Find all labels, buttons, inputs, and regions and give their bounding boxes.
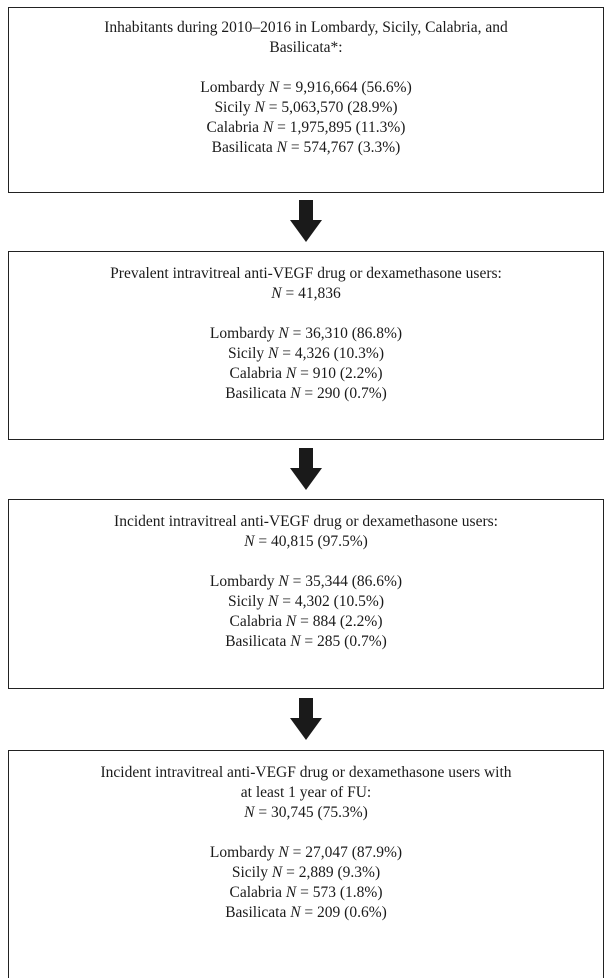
- region-value: = 4,302 (10.5%): [282, 593, 384, 610]
- region-value: = 290 (0.7%): [304, 385, 387, 402]
- region-row-basilicata: Basilicata N = 290 (0.7%): [9, 384, 603, 404]
- box-inhabitants: Inhabitants during 2010–2016 in Lombardy…: [8, 7, 604, 193]
- region-value: = 574,767 (3.3%): [290, 139, 401, 156]
- region-row-calabria: Calabria N = 573 (1.8%): [9, 883, 603, 903]
- region-value: = 573 (1.8%): [300, 884, 383, 901]
- n-symbol: N: [268, 345, 279, 362]
- n-symbol: N: [278, 573, 289, 590]
- region-value: = 884 (2.2%): [300, 613, 383, 630]
- n-symbol: N: [278, 844, 289, 861]
- box-incident-users: Incident intravitreal anti-VEGF drug or …: [8, 499, 604, 689]
- region-name: Sicily: [228, 593, 265, 610]
- region-value: = 35,344 (86.6%): [292, 573, 403, 590]
- region-name: Calabria: [229, 365, 283, 382]
- box-prevalent-users: Prevalent intravitreal anti-VEGF drug or…: [8, 251, 604, 440]
- down-arrow-icon: [290, 200, 322, 242]
- box-title-line: Basilicata*:: [269, 39, 343, 56]
- n-symbol: N: [285, 365, 297, 382]
- box-total: N = 30,745 (75.3%): [9, 803, 603, 823]
- box-title-line: at least 1 year of FU:: [240, 784, 372, 801]
- region-value: = 2,889 (9.3%): [286, 864, 381, 881]
- region-name: Basilicata: [225, 385, 287, 402]
- box-title-line: Incident intravitreal anti-VEGF drug or …: [114, 513, 498, 530]
- total-value: = 41,836: [285, 285, 341, 302]
- box-title-line: Prevalent intravitreal anti-VEGF drug or…: [110, 265, 502, 282]
- region-row-calabria: Calabria N = 1,975,895 (11.3%): [9, 118, 603, 138]
- region-row-basilicata: Basilicata N = 574,767 (3.3%): [9, 138, 603, 158]
- n-symbol: N: [278, 325, 289, 342]
- down-arrow-icon: [290, 448, 322, 490]
- box-title-line: Incident intravitreal anti-VEGF drug or …: [100, 764, 512, 781]
- n-symbol: N: [268, 79, 280, 96]
- region-name: Calabria: [229, 613, 283, 630]
- n-symbol: N: [290, 633, 301, 650]
- region-name: Lombardy: [200, 79, 265, 96]
- region-name: Basilicata: [211, 139, 273, 156]
- n-symbol: N: [254, 99, 265, 116]
- region-row-basilicata: Basilicata N = 285 (0.7%): [9, 632, 603, 652]
- region-row-calabria: Calabria N = 910 (2.2%): [9, 364, 603, 384]
- region-row-lombardy: Lombardy N = 9,916,664 (56.6%): [9, 78, 603, 98]
- region-row-calabria: Calabria N = 884 (2.2%): [9, 612, 603, 632]
- region-name: Lombardy: [209, 844, 275, 861]
- n-symbol: N: [268, 593, 279, 610]
- region-name: Basilicata: [225, 633, 287, 650]
- region-row-sicily: Sicily N = 4,326 (10.3%): [9, 344, 603, 364]
- region-row-sicily: Sicily N = 2,889 (9.3%): [9, 863, 603, 883]
- region-row-sicily: Sicily N = 5,063,570 (28.9%): [9, 98, 603, 118]
- region-row-lombardy: Lombardy N = 36,310 (86.8%): [9, 324, 603, 344]
- box-total: N = 40,815 (97.5%): [9, 532, 603, 552]
- region-row-basilicata: Basilicata N = 209 (0.6%): [9, 903, 603, 923]
- n-symbol: N: [290, 904, 301, 921]
- region-name: Lombardy: [209, 573, 275, 590]
- region-name: Basilicata: [225, 904, 287, 921]
- n-symbol: N: [290, 385, 301, 402]
- down-arrow-icon: [290, 698, 322, 740]
- total-value: = 40,815 (97.5%): [258, 533, 368, 550]
- n-symbol: N: [276, 139, 287, 156]
- box-incident-users-1yr-fu: Incident intravitreal anti-VEGF drug or …: [8, 750, 604, 978]
- region-value: = 36,310 (86.8%): [292, 325, 403, 342]
- region-row-sicily: Sicily N = 4,302 (10.5%): [9, 592, 603, 612]
- region-value: = 910 (2.2%): [300, 365, 383, 382]
- n-symbol: N: [285, 613, 297, 630]
- region-value: = 285 (0.7%): [304, 633, 387, 650]
- region-name: Calabria: [206, 119, 260, 136]
- region-name: Sicily: [231, 864, 269, 881]
- n-symbol: N: [244, 533, 255, 550]
- region-name: Lombardy: [209, 325, 275, 342]
- region-value: = 5,063,570 (28.9%): [268, 99, 398, 116]
- region-value: = 27,047 (87.9%): [292, 844, 403, 861]
- n-symbol: N: [244, 804, 255, 821]
- n-symbol: N: [285, 884, 297, 901]
- region-name: Sicily: [228, 345, 265, 362]
- n-symbol: N: [262, 119, 274, 136]
- box-title-line: Inhabitants during 2010–2016 in Lombardy…: [104, 19, 508, 36]
- total-value: = 30,745 (75.3%): [258, 804, 368, 821]
- region-value: = 1,975,895 (11.3%): [277, 119, 406, 136]
- region-row-lombardy: Lombardy N = 27,047 (87.9%): [9, 843, 603, 863]
- region-name: Sicily: [214, 99, 251, 116]
- n-symbol: N: [271, 285, 282, 302]
- region-value: = 9,916,664 (56.6%): [282, 79, 412, 96]
- region-name: Calabria: [229, 884, 283, 901]
- n-symbol: N: [271, 864, 283, 881]
- region-value: = 209 (0.6%): [304, 904, 387, 921]
- box-total: N = 41,836: [9, 284, 603, 304]
- region-value: = 4,326 (10.3%): [282, 345, 384, 362]
- region-row-lombardy: Lombardy N = 35,344 (86.6%): [9, 572, 603, 592]
